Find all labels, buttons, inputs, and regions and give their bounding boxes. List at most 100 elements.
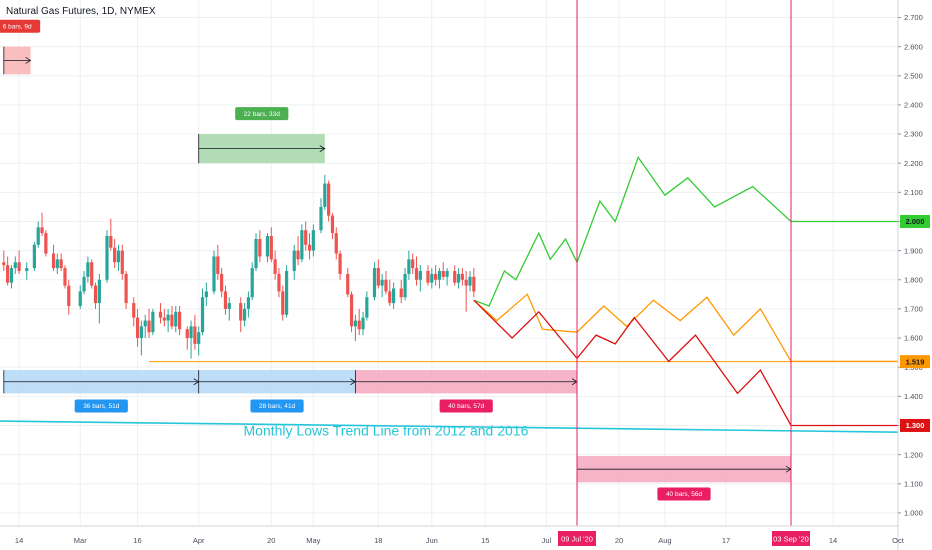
candle-body bbox=[456, 273, 461, 283]
time-tick-label: Jun bbox=[426, 536, 438, 545]
candle-body bbox=[361, 317, 365, 330]
time-tick-label: May bbox=[306, 536, 320, 545]
candle-body bbox=[97, 279, 101, 304]
candle-body bbox=[166, 314, 170, 321]
candlesticks bbox=[2, 174, 476, 359]
range-label: 40 bars, 57d bbox=[448, 403, 485, 410]
candle-body bbox=[135, 317, 140, 339]
price-badge-label: 1.300 bbox=[906, 421, 925, 430]
date-badge bbox=[558, 531, 597, 546]
time-tick-label: 14 bbox=[15, 536, 23, 545]
candle-body bbox=[273, 259, 277, 274]
candle-body bbox=[216, 256, 220, 274]
candle-body bbox=[17, 262, 21, 272]
candle-body bbox=[44, 233, 48, 254]
grid-lines bbox=[0, 0, 899, 526]
candle-body bbox=[151, 311, 155, 333]
candle-body bbox=[90, 262, 94, 286]
range-label-badge bbox=[657, 487, 711, 501]
time-tick-label: Jul bbox=[542, 536, 552, 545]
candle-body bbox=[338, 253, 342, 274]
range-arrow-head bbox=[25, 57, 32, 64]
price-badge bbox=[900, 214, 930, 228]
candle-body bbox=[246, 297, 250, 309]
range-label: 6 bars, 9d bbox=[3, 24, 32, 31]
range-label-badge bbox=[439, 399, 493, 413]
candle-body bbox=[220, 273, 224, 292]
time-axis[interactable]: 14 Mar 16 Apr 20 May 18 Jun 15 Jul 20 Aug 17 14 Oct 09 … bbox=[0, 525, 905, 546]
price-tick-label: 1.100 bbox=[904, 479, 923, 488]
time-tick-label: Oct bbox=[892, 536, 905, 545]
candle-body bbox=[403, 273, 407, 298]
candle-body bbox=[139, 326, 143, 339]
range-label-badge bbox=[74, 399, 128, 413]
candle-body bbox=[265, 236, 270, 257]
candle-body bbox=[437, 271, 442, 280]
candle-body bbox=[13, 262, 17, 269]
candle-body bbox=[197, 332, 201, 344]
candle-body bbox=[472, 276, 476, 292]
trend-line-annotation: Monthly Lows Trend Line from 2012 and 20… bbox=[244, 423, 529, 439]
trend-line-segment bbox=[0, 420, 899, 433]
candle-body bbox=[32, 244, 36, 269]
candle-body bbox=[143, 320, 147, 327]
annotations: Monthly Lows Trend Line from 2012 and 20… bbox=[244, 423, 529, 439]
candle-body bbox=[334, 233, 338, 254]
candle-body bbox=[105, 236, 109, 280]
price-tick-label: 2.600 bbox=[904, 42, 923, 51]
price-tick-label: 1.800 bbox=[904, 275, 923, 284]
candle-body bbox=[464, 279, 468, 286]
candle-body bbox=[311, 230, 315, 251]
price-tick-label: 2.100 bbox=[904, 188, 923, 197]
candle-body bbox=[434, 273, 438, 280]
candle-body bbox=[9, 268, 14, 283]
candle-body bbox=[426, 271, 430, 283]
candle-body bbox=[300, 230, 304, 260]
time-tick-label: Mar bbox=[74, 536, 87, 545]
candle-body bbox=[365, 297, 369, 318]
candle-body bbox=[441, 271, 445, 277]
candle-body bbox=[25, 268, 29, 272]
candle-body bbox=[411, 259, 415, 269]
price-badge bbox=[900, 355, 930, 369]
candle-body bbox=[250, 268, 254, 298]
projection-line bbox=[473, 299, 898, 427]
price-badge-label: 2.000 bbox=[906, 217, 925, 226]
candle-body bbox=[399, 288, 403, 298]
candle-body bbox=[78, 291, 82, 306]
candle-body bbox=[372, 268, 377, 298]
price-axis[interactable]: 1.0001.1001.2001.3001.4001.5001.6001.700… bbox=[897, 0, 930, 550]
range-label: 22 bars, 33d bbox=[244, 111, 281, 118]
candle-body bbox=[319, 206, 323, 231]
chart-title: Natural Gas Futures, 1D, NYMEX bbox=[6, 6, 156, 17]
candle-body bbox=[239, 303, 243, 321]
candle-body bbox=[158, 311, 163, 318]
candle-body bbox=[380, 279, 384, 286]
candle-body bbox=[227, 303, 231, 309]
time-tick-label: 14 bbox=[829, 536, 837, 545]
candle-body bbox=[284, 271, 289, 315]
candle-body bbox=[185, 329, 189, 339]
candle-body bbox=[59, 259, 63, 269]
candle-body bbox=[269, 236, 273, 260]
candle-body bbox=[63, 268, 67, 286]
candle-body bbox=[178, 311, 182, 330]
price-tick-label: 1.000 bbox=[904, 509, 923, 518]
candle-body bbox=[132, 303, 136, 318]
candle-body bbox=[418, 271, 422, 280]
candle-body bbox=[323, 183, 327, 207]
candle-body bbox=[147, 320, 151, 333]
candle-body bbox=[36, 227, 40, 245]
candle-body bbox=[258, 238, 262, 257]
price-tick-label: 1.600 bbox=[904, 334, 923, 343]
candle-body bbox=[170, 314, 174, 327]
range-label: 36 bars, 51d bbox=[83, 403, 120, 410]
price-badge bbox=[900, 418, 930, 432]
price-tick-label: 1.900 bbox=[904, 246, 923, 255]
projection-line bbox=[473, 293, 898, 363]
date-badge-label: 09 Jul '20 bbox=[561, 535, 593, 544]
candle-body bbox=[277, 273, 281, 292]
candle-body bbox=[242, 308, 247, 321]
time-tick-label: 20 bbox=[267, 536, 275, 545]
